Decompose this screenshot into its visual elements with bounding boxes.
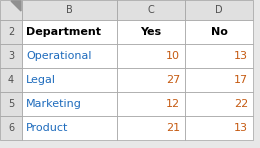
Text: 2: 2 (8, 27, 14, 37)
Text: 4: 4 (8, 75, 14, 85)
Bar (185, 0, 253, 20)
Bar (185, 20, 253, 44)
Bar (22, 116, 117, 140)
Bar (117, 68, 185, 92)
Text: 3: 3 (8, 51, 14, 61)
Bar (22, 44, 117, 68)
Bar (117, 0, 185, 20)
Text: 13: 13 (234, 51, 248, 61)
Text: 6: 6 (8, 123, 14, 133)
Text: C: C (148, 5, 154, 15)
Bar (22, 0, 117, 20)
Polygon shape (11, 1, 21, 11)
Text: 12: 12 (166, 99, 180, 109)
Bar (22, 68, 117, 92)
Text: B: B (66, 5, 73, 15)
Bar (117, 92, 185, 116)
Text: 27: 27 (166, 75, 180, 85)
Text: D: D (215, 5, 223, 15)
Text: Operational: Operational (26, 51, 92, 61)
Text: 21: 21 (166, 123, 180, 133)
Bar (0, 116, 22, 140)
Bar (117, 44, 185, 68)
Bar (0, 20, 22, 44)
Text: 13: 13 (234, 123, 248, 133)
Bar (0, 68, 22, 92)
Text: Marketing: Marketing (26, 99, 82, 109)
Bar (22, 92, 117, 116)
Text: Department: Department (26, 27, 101, 37)
Text: No: No (211, 27, 228, 37)
Text: Legal: Legal (26, 75, 56, 85)
Bar (0, 0, 22, 20)
Text: 22: 22 (234, 99, 248, 109)
Text: 17: 17 (234, 75, 248, 85)
Bar (185, 92, 253, 116)
Text: Product: Product (26, 123, 68, 133)
Bar (117, 20, 185, 44)
Text: 5: 5 (8, 99, 14, 109)
Bar (185, 116, 253, 140)
Bar (185, 68, 253, 92)
Bar (0, 92, 22, 116)
Bar (117, 116, 185, 140)
Text: 10: 10 (166, 51, 180, 61)
Text: Yes: Yes (140, 27, 161, 37)
Bar (185, 44, 253, 68)
Bar (0, 44, 22, 68)
Bar (22, 20, 117, 44)
